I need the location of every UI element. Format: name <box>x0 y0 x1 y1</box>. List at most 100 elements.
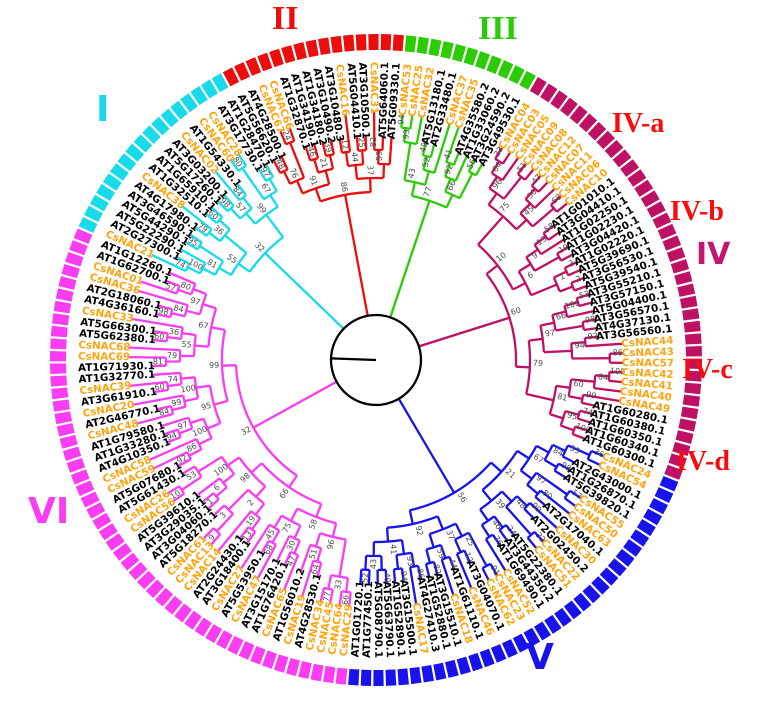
bootstrap-value: 6 <box>526 270 535 280</box>
bootstrap-value: 52 <box>421 156 432 168</box>
bootstrap-value: 95 <box>200 401 212 412</box>
tree-branch <box>273 515 283 529</box>
group-arc-segment <box>137 570 156 590</box>
tree-branch <box>515 365 530 369</box>
tree-branch <box>237 153 247 167</box>
group-arc-segment <box>475 51 490 70</box>
bootstrap-value: 12 <box>462 551 474 564</box>
tree-branch <box>535 444 550 454</box>
tree-branch <box>285 139 295 146</box>
tree-branch <box>325 153 335 158</box>
tree-branch <box>324 170 331 185</box>
group-arc-segment <box>318 37 331 55</box>
tree-branch <box>193 465 203 478</box>
tree-branch <box>583 326 598 332</box>
bootstrap-value: 74 <box>174 258 187 271</box>
leaf-label: CsNAC53 <box>397 63 415 116</box>
group-arc-segment <box>211 73 229 93</box>
group-arc-segment <box>96 183 116 201</box>
tree-branch <box>481 489 493 502</box>
tree-branch <box>562 455 576 464</box>
bootstrap-value: 33 <box>333 579 344 591</box>
group-arc-segment <box>666 247 686 263</box>
tree-branch <box>236 183 247 196</box>
tree-branch <box>396 551 412 557</box>
group-arc-segment <box>670 259 690 274</box>
group-arc-segment <box>109 163 129 181</box>
tree-branch <box>574 425 589 432</box>
leaf-label: AT5G08790.1 <box>372 581 385 658</box>
group-label-V: V <box>526 637 554 678</box>
leaf-label: AT3G10500.1 <box>356 62 372 139</box>
group-arc-segment <box>70 469 90 485</box>
group-arc-segment <box>440 41 454 59</box>
tree-branch <box>289 507 299 522</box>
tree-branch <box>237 262 251 273</box>
subgroup-label-IV-d: IV-d <box>676 446 730 477</box>
group-arc-segment <box>125 143 145 162</box>
bootstrap-value: 92 <box>414 525 425 537</box>
tree-branch <box>425 549 432 564</box>
tree-branch <box>263 190 278 201</box>
tree-branch <box>402 127 407 143</box>
tree-branch <box>563 305 569 318</box>
bootstrap-value: 47 <box>285 554 297 567</box>
leaf-label: AT1G77450.1 <box>361 581 375 658</box>
tree-branch <box>445 160 455 167</box>
group-arc-segment <box>348 668 360 686</box>
tree-branch <box>567 379 573 397</box>
group-arc-segment <box>479 648 495 668</box>
group-arc-segment <box>145 579 165 599</box>
tree-branch <box>552 310 567 317</box>
tree-branch <box>410 181 417 197</box>
tree-branch <box>454 154 469 182</box>
leaf-label: AT1G01720.1 <box>349 580 366 657</box>
group-arc-segment <box>490 644 507 663</box>
group-arc-segment <box>142 125 161 144</box>
tree-branch <box>516 449 530 460</box>
tree-branch <box>289 176 305 185</box>
group-arc-segment <box>89 194 109 212</box>
tree-branch <box>327 574 333 590</box>
group-arc-segment <box>117 153 137 172</box>
bootstrap-value: 43 <box>406 167 417 179</box>
bootstrap-value: 41 <box>388 544 398 555</box>
tree-branch <box>315 503 323 518</box>
bootstrap-value: 52 <box>360 572 370 583</box>
group-arc-segment <box>250 646 266 665</box>
tree-branch <box>195 438 203 450</box>
bootstrap-value: 2 <box>246 498 256 508</box>
bootstrap-value: 97 <box>177 420 190 432</box>
leaf-label: AT1G71930.1 <box>78 360 155 374</box>
tree-branch <box>161 416 189 427</box>
tree-branch <box>210 326 226 332</box>
group-label-IV: IV <box>696 237 731 272</box>
group-arc-segment <box>174 603 192 623</box>
tree-branch <box>381 136 385 151</box>
tree-branch <box>467 158 477 173</box>
tree-branch <box>198 437 213 446</box>
tree-branch <box>477 215 504 246</box>
tree-branch <box>250 510 261 520</box>
tree-branch <box>505 524 516 537</box>
tree-branch <box>564 409 580 416</box>
tree-branch <box>128 346 181 352</box>
tree-branch <box>217 510 253 552</box>
tree-branch <box>289 142 306 179</box>
tree-branch <box>468 170 477 177</box>
tree-branch <box>215 486 228 498</box>
bootstrap-value: 19 <box>557 242 570 255</box>
leaf-labels: CsNAC21AT2G27300.1AT5G22290.1AT5G44290.1… <box>78 62 674 658</box>
tree-branch <box>444 178 452 193</box>
tree-branch <box>280 156 289 170</box>
group-arc-segment <box>245 57 262 76</box>
bootstrap-value: 66 <box>555 311 567 322</box>
tree-branch <box>328 154 335 169</box>
tree-branch <box>257 168 268 182</box>
group-arc-segment <box>50 338 67 350</box>
subgroup-label-IV-b: IV-b <box>670 196 724 227</box>
bootstrap-value: 76 <box>288 167 300 180</box>
tree-branch <box>321 142 328 157</box>
group-arc-segment <box>523 627 541 647</box>
tree-branch <box>436 515 444 530</box>
